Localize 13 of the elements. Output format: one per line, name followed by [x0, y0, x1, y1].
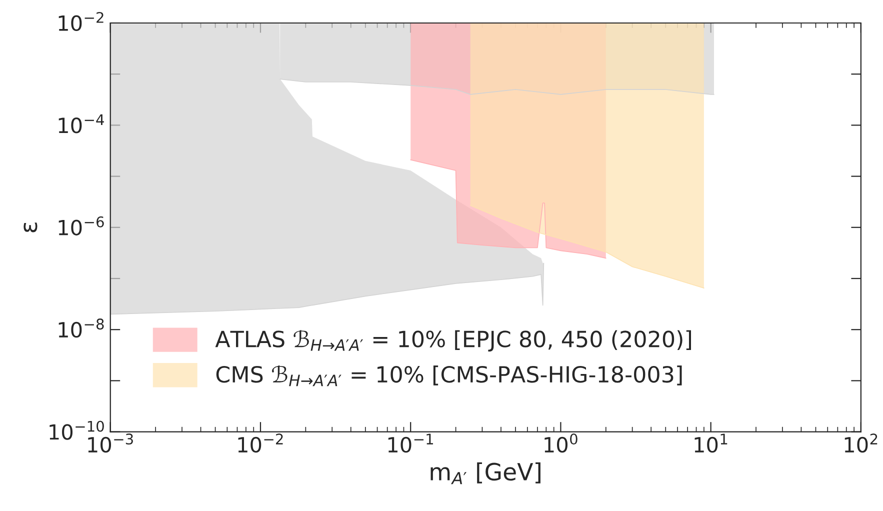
x-tick-label: 10$^{0}$: [544, 434, 578, 453]
y-axis-title: ε: [24, 222, 38, 232]
y-tick-label: 10$^{−8}$: [58, 318, 104, 338]
x-tick-label: 10$^{1}$: [694, 434, 728, 453]
legend-label: ATLAS ℬ$_{H→A′A′}$ = 10% [EPJC 80, 450 (2020)]: [215, 330, 691, 352]
y-tick-label: 10$^{−6}$: [58, 216, 104, 236]
y-tick-label: 10$^{−4}$: [58, 114, 104, 134]
x-tick-label: 10$^{2}$: [844, 434, 878, 453]
legend-label: CMS ℬ$_{H→A′A′}$ = 10% [CMS-PAS-HIG-18-003]: [216, 365, 682, 386]
x-axis-title: m$_{A′}$ [GeV]: [430, 462, 540, 484]
y-tick-label: 10$^{−2}$: [58, 12, 104, 32]
x-tick-label: 10$^{−2}$: [238, 434, 283, 453]
x-tick-label: 10$^{−1}$: [388, 434, 433, 453]
